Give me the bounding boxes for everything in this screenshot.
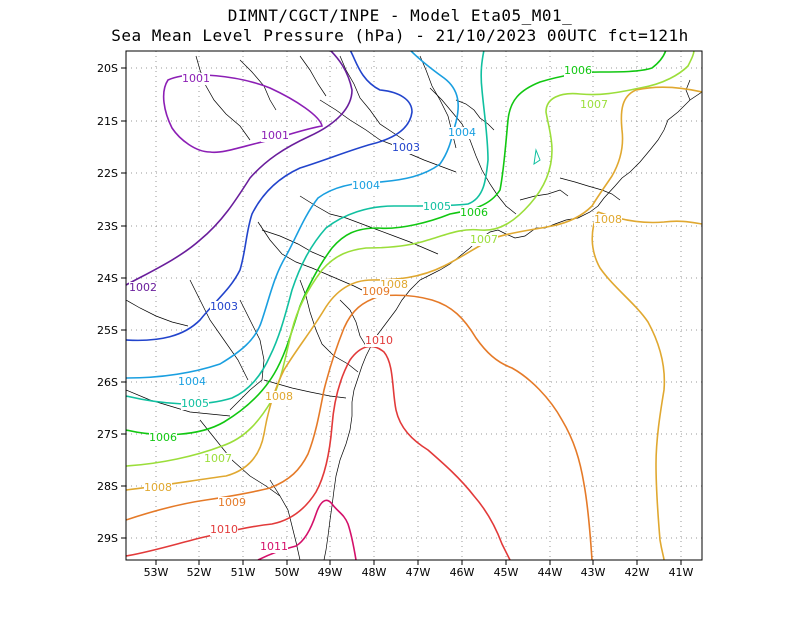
isobar-label-bg (564, 65, 592, 77)
isobar-label: 1001 (261, 129, 289, 142)
isobar-label-bg (210, 524, 238, 536)
isobar-1010 (126, 345, 511, 560)
axis-ticks (121, 67, 682, 565)
isobar-1004 (126, 51, 459, 379)
title-line-2: Sea Mean Level Pressure (hPa) - 21/10/20… (111, 26, 689, 45)
isobar-label-bg (352, 180, 380, 192)
isobar-label: 1007 (580, 98, 608, 111)
isobar-label: 1005 (181, 397, 209, 410)
lat-label: 26S (97, 376, 118, 389)
isobar-label: 1008 (144, 481, 172, 494)
lon-label: 44W (538, 566, 563, 579)
lon-label: 48W (362, 566, 387, 579)
isobar-label: 1009 (218, 496, 246, 509)
lat-label: 25S (97, 324, 118, 337)
lon-label: 47W (406, 566, 431, 579)
latitude-labels: 20S 21S 22S 23S 24S 25S 26S 27S 28S 29S (97, 62, 118, 545)
isobar-label: 1006 (564, 64, 592, 77)
isobar-label: 1004 (178, 375, 206, 388)
isobar-label: 1006 (149, 431, 177, 444)
isobar-label-bg (144, 482, 172, 494)
isobar-label-bg (218, 497, 246, 509)
isobar-label-bg (260, 541, 288, 553)
isobar-label: 1007 (204, 452, 232, 465)
isobar-label-bg (470, 234, 498, 246)
isobar-1006 (126, 51, 667, 436)
isobar-1007 (126, 51, 695, 467)
isobar-label-bg (149, 432, 177, 444)
lat-label: 27S (97, 428, 118, 441)
longitude-labels: 53W 52W 51W 50W 49W 48W 47W 46W 45W 44W 43W 42W 41W (144, 566, 694, 579)
title-line-1: DIMNT/CGCT/INPE - Model Eta05_M01_ (227, 6, 573, 25)
isobar-label-bg (261, 130, 289, 142)
isobar-label-bg (580, 99, 608, 111)
lon-label: 43W (581, 566, 606, 579)
isobar-label-bg (181, 398, 209, 410)
isobar-label: 1010 (210, 523, 238, 536)
isobar-label: 1003 (210, 300, 238, 313)
isobar-label: 1008 (594, 213, 622, 226)
lon-label: 52W (187, 566, 212, 579)
isobar-1009 (126, 294, 593, 560)
isobar-label: 1004 (352, 179, 380, 192)
isobar-label-bg (460, 207, 488, 219)
lon-label: 50W (275, 566, 300, 579)
isobar-1003 (126, 51, 413, 342)
lat-label: 29S (97, 532, 118, 545)
isobar-label: 1005 (423, 200, 451, 213)
lat-label: 21S (97, 115, 118, 128)
isobar-label: 1004 (448, 126, 476, 139)
lat-lon-grid (126, 51, 702, 560)
isobar-label-bg (204, 453, 232, 465)
lat-label: 22S (97, 167, 118, 180)
lon-label: 49W (318, 566, 343, 579)
lon-label: 53W (144, 566, 169, 579)
isobar-label-bg (178, 376, 206, 388)
isobar-label: 1006 (460, 206, 488, 219)
lon-label: 45W (494, 566, 519, 579)
isobar-label-bg (210, 301, 238, 313)
isobar-label: 1002 (129, 281, 157, 294)
isobar-1011 (257, 499, 357, 560)
isobar-label-bg (182, 73, 210, 85)
lat-label: 24S (97, 272, 118, 285)
lon-label: 46W (450, 566, 475, 579)
isobar-label: 1009 (362, 285, 390, 298)
isobar-1002 (126, 51, 353, 286)
isobar-label-bg (365, 335, 393, 347)
map-frame (125, 50, 703, 561)
isobars (126, 51, 702, 560)
lon-label: 51W (231, 566, 256, 579)
isobar-label: 1011 (260, 540, 288, 553)
isobar-label: 1008 (265, 390, 293, 403)
isobar-label: 1010 (365, 334, 393, 347)
lat-label: 20S (97, 62, 118, 75)
isobar-label: 1007 (470, 233, 498, 246)
isobar-label-bg (392, 142, 420, 154)
lon-label: 42W (625, 566, 650, 579)
isobar-1005 (126, 51, 489, 405)
isobar-labels: 1001 1001 1002 1003 1003 1004 1004 1004 1005 1005… (129, 64, 622, 553)
isobar-label-bg (362, 286, 390, 298)
isobar-label: 1003 (392, 141, 420, 154)
isobar-label-bg (448, 127, 476, 139)
isobar-label: 1001 (182, 72, 210, 85)
isobar-label-bg (265, 391, 293, 403)
lon-label: 41W (669, 566, 694, 579)
isobar-label-bg (129, 282, 157, 294)
lat-label: 28S (97, 480, 118, 493)
isobar-label-bg (423, 201, 451, 213)
isobar-label-bg (594, 214, 622, 226)
lat-label: 23S (97, 220, 118, 233)
